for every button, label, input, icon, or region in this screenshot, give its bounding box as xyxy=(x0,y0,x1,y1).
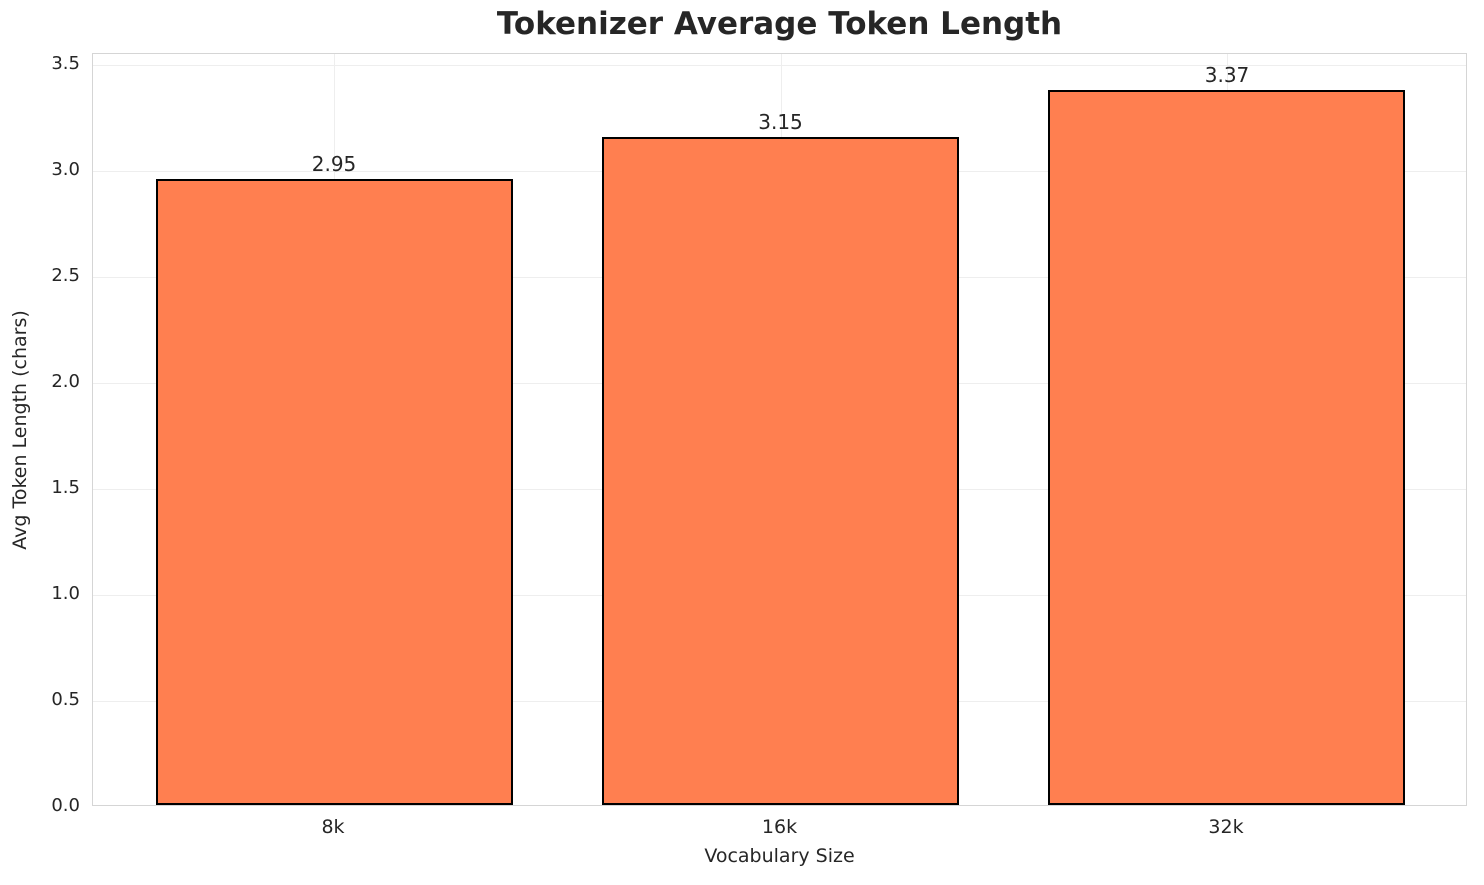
y-tick-labels: 0.0 0.5 1.0 1.5 2.0 2.5 3.0 3.5 xyxy=(0,52,92,816)
y-tick-label: 3.0 xyxy=(51,158,80,180)
x-tick-label: 8k xyxy=(321,816,345,838)
h-gridline xyxy=(93,64,1466,66)
bar xyxy=(602,136,960,805)
plot-area: 2.95 3.15 3.37 xyxy=(92,53,1467,806)
x-axis-label: Vocabulary Size xyxy=(704,845,855,867)
bar xyxy=(1048,90,1406,805)
bar-value-label: 3.37 xyxy=(1204,63,1250,88)
y-tick-label: 0.5 xyxy=(51,688,80,710)
y-tick-label: 1.5 xyxy=(51,476,80,498)
bars-layer: 2.95 3.15 3.37 xyxy=(93,54,1466,805)
bar xyxy=(155,179,513,805)
bar-value-label: 2.95 xyxy=(311,152,357,177)
x-tick-labels: 8k 16k 32k xyxy=(92,806,1467,844)
y-tick-label: 1.0 xyxy=(51,582,80,604)
y-tick-label: 0.0 xyxy=(51,795,80,816)
y-tick-label: 2.0 xyxy=(51,370,80,392)
chart-title: Tokenizer Average Token Length xyxy=(496,6,1063,42)
y-tick-label: 2.5 xyxy=(51,264,80,286)
y-tick-label: 3.5 xyxy=(51,52,80,74)
x-tick-label: 16k xyxy=(761,816,798,838)
bar-value-label: 3.15 xyxy=(758,109,803,134)
x-tick-label: 32k xyxy=(1208,816,1244,838)
